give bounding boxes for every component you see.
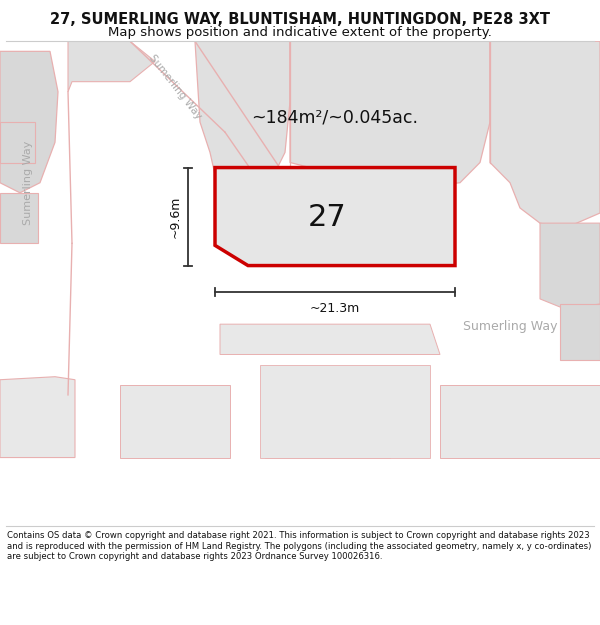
Polygon shape — [0, 51, 58, 192]
Polygon shape — [265, 395, 390, 458]
Polygon shape — [560, 304, 600, 359]
Text: Contains OS data © Crown copyright and database right 2021. This information is : Contains OS data © Crown copyright and d… — [7, 531, 592, 561]
Text: 27, SUMERLING WAY, BLUNTISHAM, HUNTINGDON, PE28 3XT: 27, SUMERLING WAY, BLUNTISHAM, HUNTINGDO… — [50, 12, 550, 28]
Text: ~21.3m: ~21.3m — [310, 302, 360, 315]
Polygon shape — [290, 41, 490, 188]
Polygon shape — [260, 364, 430, 458]
Text: Sumerling Way: Sumerling Way — [23, 141, 33, 225]
Polygon shape — [540, 223, 600, 309]
Polygon shape — [0, 458, 600, 526]
Polygon shape — [0, 51, 75, 458]
Polygon shape — [0, 377, 75, 458]
Text: Sumerling Way: Sumerling Way — [147, 52, 203, 121]
Polygon shape — [130, 41, 310, 233]
Polygon shape — [295, 168, 380, 248]
Text: ~9.6m: ~9.6m — [169, 196, 182, 238]
Polygon shape — [440, 385, 600, 458]
Text: Sumerling Way: Sumerling Way — [463, 319, 557, 332]
Polygon shape — [0, 122, 35, 162]
Polygon shape — [50, 61, 225, 132]
Polygon shape — [0, 192, 38, 243]
Polygon shape — [120, 385, 230, 458]
Polygon shape — [195, 41, 290, 192]
Polygon shape — [68, 41, 155, 92]
Text: ~184m²/~0.045ac.: ~184m²/~0.045ac. — [251, 108, 419, 126]
Polygon shape — [215, 168, 455, 266]
Polygon shape — [490, 41, 600, 228]
Text: Map shows position and indicative extent of the property.: Map shows position and indicative extent… — [108, 26, 492, 39]
Text: 27: 27 — [308, 202, 347, 232]
Polygon shape — [220, 324, 440, 354]
